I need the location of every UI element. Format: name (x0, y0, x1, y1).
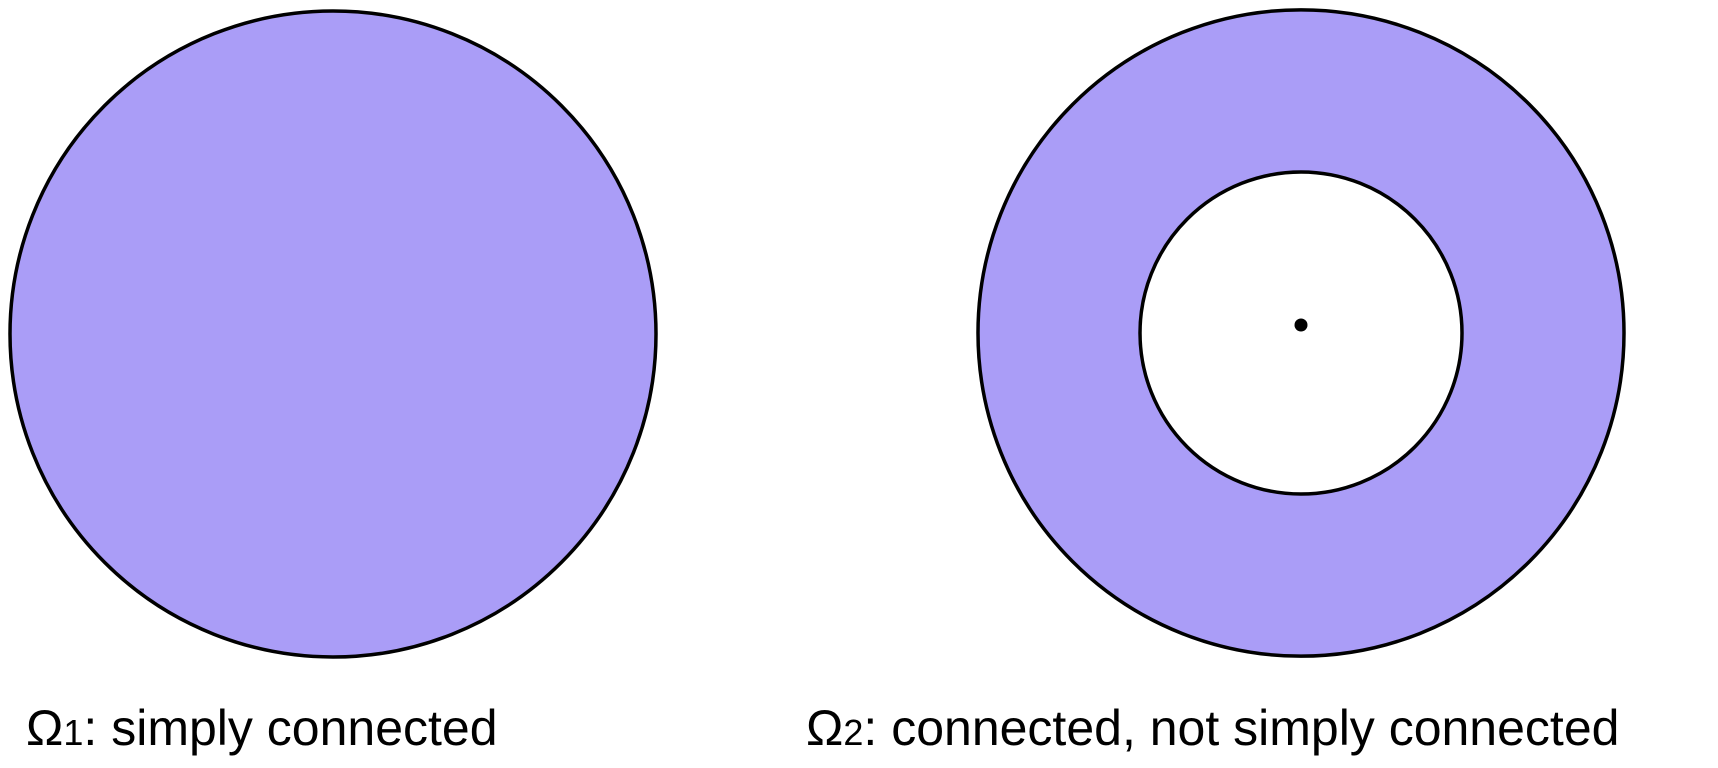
omega1-caption: Ω1: simply connected (26, 698, 498, 763)
omega2-symbol: Ω (806, 700, 844, 756)
omega2-caption: Ω2: connected, not simply connected (806, 698, 1619, 763)
omega2-subscript: 2 (843, 712, 864, 753)
omega1-disk (8, 9, 658, 659)
omega1-description: : simply connected (83, 700, 498, 756)
omega1-symbol: Ω (26, 700, 64, 756)
omega1-subscript: 1 (63, 712, 84, 753)
omega2-description: : connected, not simply connected (863, 700, 1620, 756)
omega2-center-point (1294, 318, 1308, 332)
omega2-annulus (976, 8, 1626, 658)
